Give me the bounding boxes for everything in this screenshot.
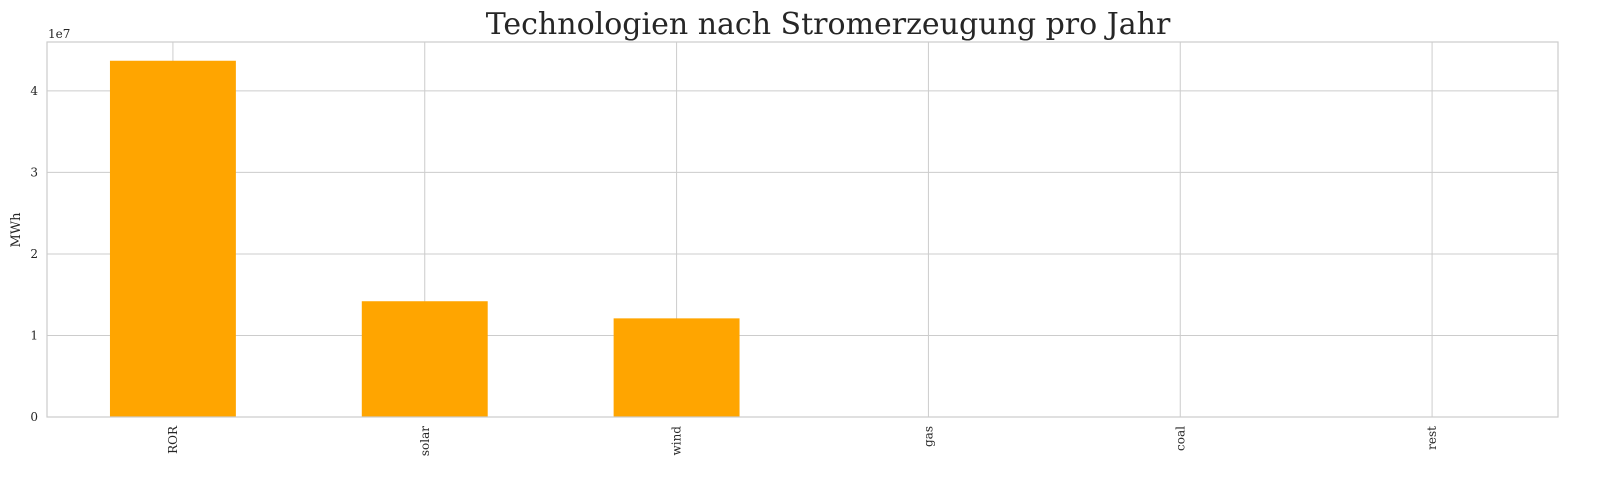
x-tick-label: solar bbox=[418, 426, 432, 456]
bar-solar bbox=[361, 301, 488, 417]
x-tick-label: wind bbox=[670, 426, 684, 456]
y-tick-label: 3 bbox=[30, 165, 38, 179]
y-tick-label: 2 bbox=[30, 247, 38, 261]
plot-frame bbox=[46, 41, 1559, 418]
x-axis-ticks: ROR solar wind gas coal rest bbox=[166, 425, 1439, 456]
y-axis-offset-label: 1e7 bbox=[48, 27, 70, 41]
chart-title: Technologien nach Stromerzeugung pro Jah… bbox=[486, 7, 1171, 42]
y-tick-label: 4 bbox=[30, 84, 38, 98]
x-tick-label: coal bbox=[1173, 426, 1187, 451]
bar-ror bbox=[109, 60, 236, 417]
bars bbox=[109, 60, 740, 417]
y-axis-label: MWh bbox=[9, 212, 24, 248]
y-axis-ticks: 0 1 2 3 4 bbox=[30, 84, 38, 424]
x-tick-label: gas bbox=[921, 426, 935, 447]
bar-wind bbox=[613, 318, 740, 417]
grid-lines bbox=[47, 42, 1558, 417]
x-tick-label: ROR bbox=[166, 425, 180, 454]
y-tick-label: 0 bbox=[30, 410, 38, 424]
y-tick-label: 1 bbox=[30, 328, 38, 342]
x-tick-label: rest bbox=[1425, 426, 1439, 450]
